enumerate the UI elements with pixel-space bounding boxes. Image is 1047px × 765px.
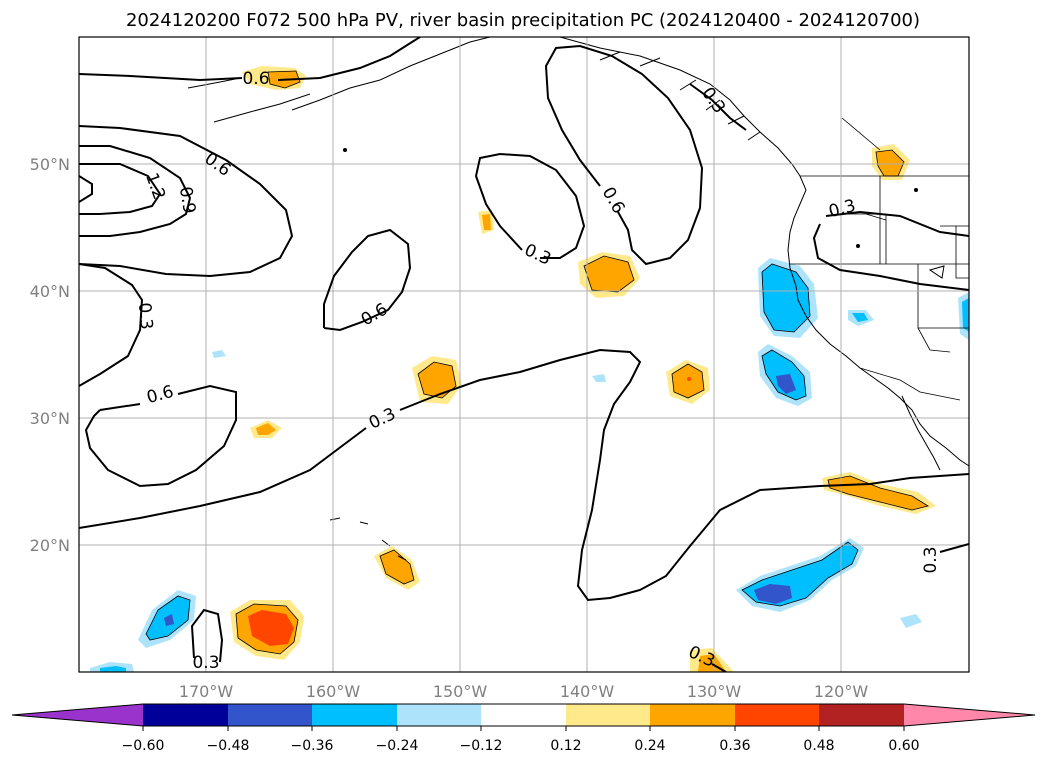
colorbar-segment (735, 704, 819, 726)
precip-negative-area (164, 614, 174, 626)
pv-contours (79, 37, 969, 672)
pv-contour-1.2 (79, 175, 93, 203)
precip-positive-area (672, 364, 704, 398)
precip-outlines (145, 70, 930, 655)
colorbar-segment (904, 704, 1035, 726)
colorbar-tick-label: 0.48 (803, 738, 834, 754)
precip-negative-area (592, 374, 606, 382)
colorbar-tick-label: 0.60 (888, 738, 919, 754)
pv-contour-1.2 (79, 163, 162, 215)
colorbar-segment (312, 704, 397, 726)
precip-negative-area (754, 584, 792, 604)
contour-label: 0.9 (175, 185, 199, 215)
precip-shading (90, 66, 969, 672)
precip-positive-area (482, 214, 491, 230)
precip-positive-area (256, 423, 276, 435)
colorbar-tick-label: 0.36 (719, 738, 750, 754)
lon-label: 130°W (687, 682, 742, 701)
precip-positive-area (248, 610, 294, 646)
colorbar-segment (397, 704, 481, 726)
colorbar-segment (143, 704, 228, 726)
colorbar-segment (481, 704, 566, 726)
contour-label: 0.3 (921, 546, 941, 573)
colorbar-tick-label: −0.24 (376, 738, 419, 754)
lon-label: 170°W (179, 682, 234, 701)
colorbar-segment (566, 704, 650, 726)
pv-contour-0.6-north (79, 37, 421, 82)
precip-negative-area (776, 374, 796, 394)
contour-label: 0.3 (192, 653, 219, 673)
pv-contour-0.3-canada (812, 210, 969, 291)
precip-positive-area (418, 362, 456, 398)
pv-contour-0.3 (79, 263, 144, 387)
map-title: 2024120200 F072 500 hPa PV, river basin … (126, 10, 920, 31)
colorbar-tick-label: 0.24 (634, 738, 665, 754)
precip-positive-area (380, 550, 414, 584)
precip-positive-area (584, 256, 634, 292)
precip-negative-area (762, 264, 810, 332)
colorbar-segment (650, 704, 735, 726)
pv-contour-0.3-coast (689, 83, 747, 131)
pv-contour-0.3-bottom (190, 608, 224, 663)
colorbar-tick-label: −0.48 (207, 738, 250, 754)
precip-negative-area (962, 298, 969, 332)
pv-contour-0.6 (79, 125, 294, 278)
lat-label: 20°N (30, 536, 70, 555)
latitude-labels: 50°N 40°N 30°N 20°N (30, 155, 70, 555)
gridlines (79, 37, 969, 672)
colorbar-segment (228, 704, 312, 726)
longitude-labels: 170°W 160°W 150°W 140°W 130°W 120°W (179, 682, 869, 701)
pv-contour-0.3-mid (474, 152, 586, 259)
pv-contour-0.6-mid (323, 228, 412, 332)
pv-contour-0.3-long (79, 348, 969, 602)
pv-contour-0.6-east (544, 44, 704, 266)
pv-contour-0.3-sb (711, 663, 727, 672)
map-frame (78, 36, 970, 673)
pv-contour-0.3-se (939, 543, 969, 553)
lat-label: 40°N (30, 282, 70, 301)
lon-label: 120°W (814, 682, 869, 701)
pv-contour-0.9 (79, 145, 192, 237)
pv-contour-0.6-south (84, 384, 237, 488)
lat-label: 50°N (30, 155, 70, 174)
precip-positive-area (876, 150, 904, 176)
contour-label: 0.6 (242, 69, 269, 89)
colorbar: −0.60 −0.48 −0.36 −0.24 −0.12 0.12 0.24 … (11, 703, 1036, 754)
colorbar-segment (12, 704, 143, 726)
map-area: 0.6 0.6 1.2 0.9 0.3 0.6 0.3 0.6 0.3 0.6 … (79, 37, 969, 673)
colorbar-tick-label: −0.60 (122, 738, 165, 754)
lon-label: 160°W (306, 682, 361, 701)
colorbar-segment (819, 704, 904, 726)
contour-label: 0.3 (134, 302, 156, 331)
colorbar-tick-label: −0.36 (291, 738, 334, 754)
precip-negative-area (900, 614, 922, 628)
colorbar-tick-label: 0.12 (550, 738, 581, 754)
lat-label: 30°N (30, 409, 70, 428)
colorbar-tick-label: −0.12 (460, 738, 503, 754)
lon-label: 150°W (433, 682, 488, 701)
lon-label: 140°W (560, 682, 615, 701)
precip-negative-area (100, 666, 126, 672)
precip-negative-area (212, 350, 226, 358)
precip-negative-area (852, 313, 868, 322)
